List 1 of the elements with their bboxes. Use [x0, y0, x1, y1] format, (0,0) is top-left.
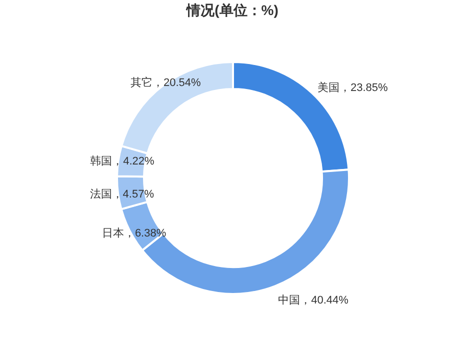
- title: 情况(单位：%): [186, 2, 278, 18]
